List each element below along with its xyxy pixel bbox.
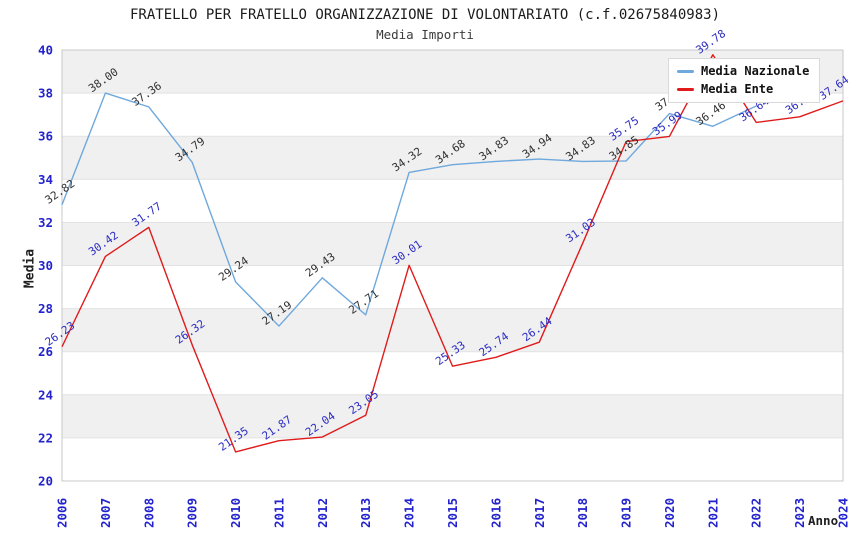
series-line-media-nazionale <box>61 92 757 327</box>
x-tick-label: 2024 <box>836 498 850 528</box>
x-axis-title: Anno <box>808 513 839 528</box>
x-tick-label: 2018 <box>575 498 590 528</box>
x-tick-label: 2011 <box>271 498 286 528</box>
plot-border <box>61 49 844 482</box>
x-tick-label: 2021 <box>705 498 720 528</box>
legend-swatch-ente-icon <box>677 87 694 91</box>
legend-swatch-nazionale-icon <box>677 69 694 73</box>
plot-band <box>62 136 843 180</box>
y-tick-label: 20 <box>38 474 53 489</box>
x-tick-label: 2013 <box>358 498 373 528</box>
y-tick-label: 30 <box>38 258 53 273</box>
y-axis-title: Media <box>22 248 38 289</box>
y-tick-label: 24 <box>38 387 53 402</box>
legend-label-media-nazionale: Media Nazionale <box>701 64 810 78</box>
x-tick-label: 2023 <box>792 498 807 528</box>
x-tick-label: 2020 <box>662 498 677 528</box>
plot-band <box>62 437 843 481</box>
legend: Media Nazionale Media Ente <box>668 58 821 103</box>
y-tick-label: 32 <box>38 215 53 230</box>
y-tick-label: 40 <box>38 43 53 58</box>
y-tick-label: 36 <box>38 129 53 144</box>
y-tick-label: 34 <box>38 172 53 187</box>
x-tick-label: 2019 <box>619 498 634 528</box>
x-tick-label: 2012 <box>315 498 330 528</box>
plot-band <box>62 351 843 395</box>
chart-title: FRATELLO PER FRATELLO ORGANIZZAZIONE DI … <box>129 7 720 23</box>
x-tick-label: 2015 <box>445 498 460 528</box>
x-tick-label: 2006 <box>55 498 70 528</box>
y-tick-label: 28 <box>38 301 53 316</box>
legend-item-media-ente[interactable]: Media Ente <box>677 82 809 96</box>
series-line-media-ente <box>61 54 844 453</box>
plot-band <box>62 222 843 266</box>
y-tick-label: 22 <box>38 430 53 445</box>
chart-subtitle: Media Importi <box>376 27 474 42</box>
legend-label-media-ente: Media Ente <box>701 82 774 96</box>
plot-band <box>62 179 843 223</box>
x-tick-label: 2009 <box>185 498 200 528</box>
y-tick-label: 38 <box>38 86 53 101</box>
x-tick-label: 2007 <box>98 498 113 528</box>
x-tick-label: 2022 <box>749 498 764 528</box>
x-tick-label: 2010 <box>228 498 243 528</box>
x-tick-label: 2014 <box>402 498 417 528</box>
x-tick-label: 2017 <box>532 498 547 528</box>
legend-item-media-nazionale[interactable]: Media Nazionale <box>677 64 809 78</box>
y-tick-label: 26 <box>38 344 53 359</box>
plot-band <box>62 394 843 438</box>
x-tick-label: 2008 <box>141 498 156 528</box>
plot-band <box>62 265 843 309</box>
x-tick-label: 2016 <box>488 498 503 528</box>
